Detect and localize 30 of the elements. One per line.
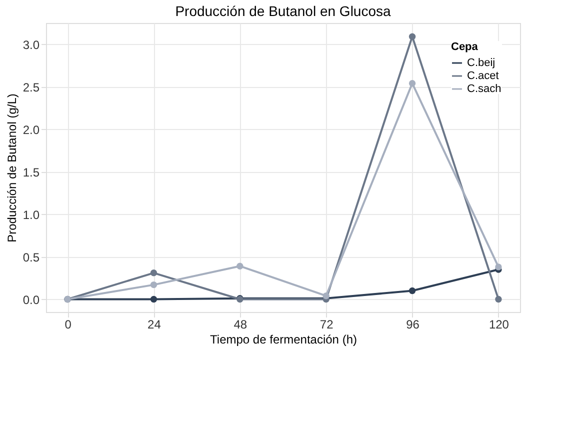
x-tick-label: 72: [320, 318, 334, 332]
legend-label: C.acet: [467, 70, 499, 82]
point: [322, 292, 330, 300]
y-tick-label: 1.0: [22, 208, 40, 222]
point: [408, 80, 416, 87]
x-tick-label: 120: [488, 318, 510, 332]
chart-title: Producción de Butanol en Glucosa: [175, 3, 391, 19]
x-tick-label: 96: [406, 318, 420, 332]
y-tick-label: 0.0: [22, 292, 40, 307]
x-tick-label: 48: [234, 318, 248, 332]
point: [150, 296, 158, 303]
x-axis-title: Tiempo de fermentación (h): [210, 332, 357, 346]
y-tick-label: 1.5: [22, 165, 40, 180]
point: [408, 287, 416, 294]
point: [150, 281, 158, 288]
y-tick-label: 0.5: [22, 250, 40, 264]
x-tick-label: 24: [148, 318, 162, 332]
legend-title: Cepa: [451, 41, 479, 53]
legend-label: C.beij: [467, 57, 496, 69]
y-tick-label: 3.0: [22, 38, 40, 52]
y-axis-title: Producción de Butanol (g/L): [4, 94, 19, 242]
point: [408, 33, 416, 40]
legend-label: C.sach: [467, 83, 502, 95]
y-tick-label: 2.0: [22, 122, 40, 137]
x-tick-label: 0: [64, 318, 72, 332]
point: [150, 270, 158, 276]
point: [495, 296, 502, 303]
point: [236, 262, 244, 270]
y-tick-label: 2.5: [22, 80, 40, 94]
point: [495, 264, 502, 270]
